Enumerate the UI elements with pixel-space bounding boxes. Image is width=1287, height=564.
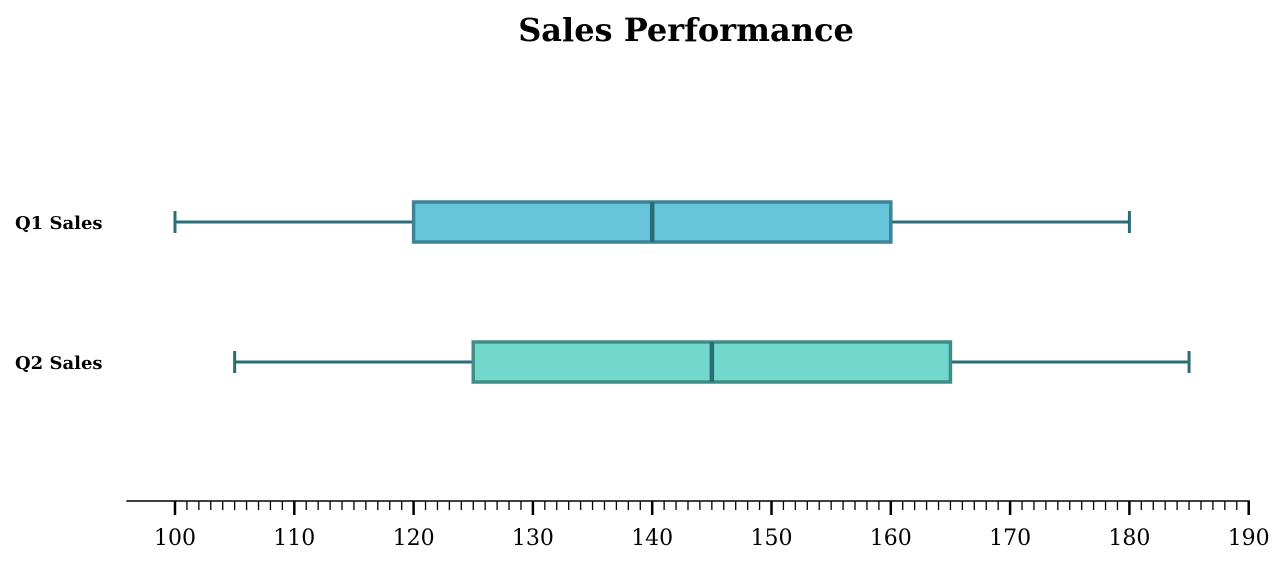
- x-axis: 100 110 120 130 140 150 160 170 180 190: [126, 500, 1270, 551]
- x-tick-label: 140: [631, 526, 673, 551]
- box-series-q2-sales: Q2 Sales: [15, 340, 1191, 384]
- x-tick-label: 170: [989, 526, 1031, 551]
- x-tick-label: 120: [393, 526, 435, 551]
- chart-title: Sales Performance: [518, 11, 854, 49]
- x-tick-label: 190: [1228, 526, 1270, 551]
- boxes-layer: Q1 Sales Q2 Sales: [15, 200, 1191, 384]
- x-tick-label: 150: [751, 526, 793, 551]
- x-tick-label: 130: [512, 526, 554, 551]
- box-series-q1-sales: Q1 Sales: [15, 200, 1131, 244]
- x-tick-label: 110: [273, 526, 315, 551]
- x-tick-label: 100: [154, 526, 196, 551]
- x-tick-label: 180: [1108, 526, 1150, 551]
- x-tick-label: 160: [870, 526, 912, 551]
- category-label: Q2 Sales: [15, 353, 103, 374]
- category-label: Q1 Sales: [15, 213, 103, 234]
